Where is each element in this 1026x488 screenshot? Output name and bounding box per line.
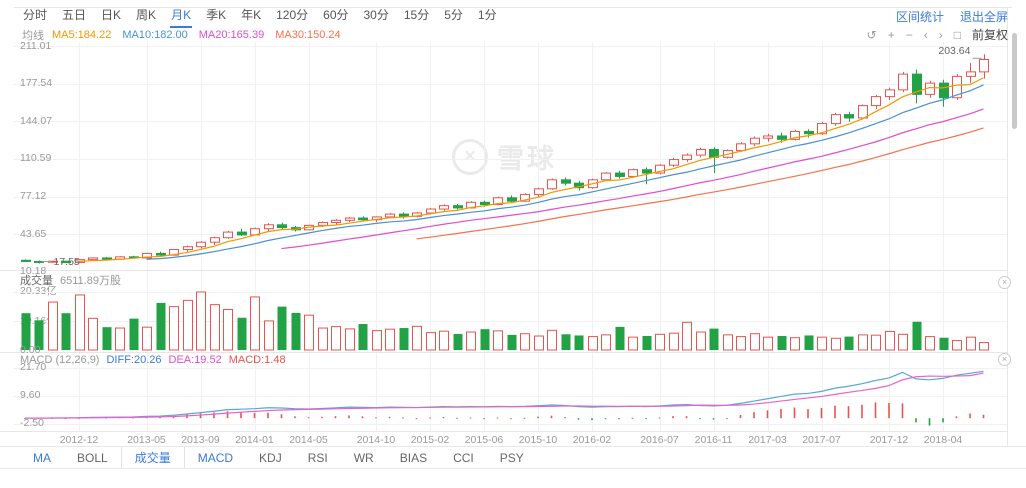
ma-legend-ma30: MA30:150.24: [275, 28, 341, 41]
indicator-divider: [120, 447, 122, 468]
screenshot-icon[interactable]: □: [953, 27, 961, 42]
ma-legend-ma10: MA10:182.00: [122, 28, 188, 41]
macd-params-label: MACD (12,26,9): [20, 354, 100, 366]
period-tab-日K[interactable]: 日K: [101, 8, 122, 22]
indicator-divider: [183, 447, 185, 468]
ma-legend-row: 均线 MA5:184.22 MA10:182.00 MA20:165.39 MA30:…: [22, 27, 1008, 42]
period-tabs: 分时 五日 日K 周K 月K 季K 年K 120分 60分 30分 15分 5分 1分: [22, 4, 498, 28]
indicator-tab-MA[interactable]: MA: [33, 450, 51, 465]
ma-values: MA5:184.22 MA10:182.00 MA20:165.39 MA30:150…: [52, 29, 341, 41]
pan-right-icon[interactable]: ›: [938, 27, 943, 42]
chart-controls: ↺ + − ‹ › □ 前复权: [867, 26, 1008, 43]
toolbar-links: 区间统计 退出全屏: [896, 8, 1008, 25]
ma-legend-ma20: MA20:165.39: [198, 28, 265, 41]
period-tab-30分[interactable]: 30分: [363, 8, 389, 22]
period-tab-5分[interactable]: 5分: [444, 8, 463, 22]
period-tab-周K[interactable]: 周K: [136, 8, 157, 22]
low-price-marker: 17.55: [53, 255, 80, 268]
period-tab-120分[interactable]: 120分: [276, 8, 309, 22]
adjust-mode-button[interactable]: 前复权: [971, 28, 1008, 42]
indicator-tab-RSI[interactable]: RSI: [307, 450, 328, 465]
period-tab-月K[interactable]: 月K: [170, 4, 193, 28]
period-toolbar: 分时 五日 日K 周K 月K 季K 年K 120分 60分 30分 15分 5分 1分 区间统计 退出全…: [22, 4, 1008, 28]
indicator-tab-WR[interactable]: WR: [353, 450, 374, 465]
volume-pane-title: 成交量 6511.89万股: [20, 272, 121, 288]
close-macd-pane-button[interactable]: ×: [998, 353, 1011, 366]
indicator-tab-PSY[interactable]: PSY: [499, 450, 524, 465]
period-tab-五日[interactable]: 五日: [62, 8, 87, 22]
macd-dea-value: DEA:19.52: [168, 354, 222, 366]
pan-left-icon[interactable]: ‹: [923, 27, 928, 42]
macd-diff-value: DIFF:20.26: [106, 354, 162, 366]
range-statistics-link[interactable]: 区间统计: [895, 9, 944, 24]
indicator-selector-bar: MA BOLL 成交量 MACD KDJ RSI WR BIAS CCI PSY: [0, 446, 1026, 469]
indicator-tab-MACD[interactable]: MACD: [197, 450, 234, 465]
volume-value: 6511.89万股: [60, 275, 121, 287]
period-tab-年K[interactable]: 年K: [241, 8, 262, 22]
high-price-marker: 203.64: [938, 45, 971, 58]
scrollbar-thumb[interactable]: [1012, 33, 1017, 129]
indicator-tab-成交量[interactable]: 成交量: [134, 451, 171, 465]
zoom-out-icon[interactable]: −: [905, 27, 913, 42]
close-volume-pane-button[interactable]: ×: [998, 276, 1011, 289]
exit-fullscreen-link[interactable]: 退出全屏: [959, 9, 1008, 24]
period-tab-1分[interactable]: 1分: [477, 8, 497, 22]
period-tab-分时[interactable]: 分时: [23, 8, 48, 22]
indicator-tab-KDJ[interactable]: KDJ: [259, 450, 282, 465]
period-tab-季K[interactable]: 季K: [206, 8, 227, 22]
restore-icon[interactable]: ↺: [866, 27, 877, 42]
period-tab-15分[interactable]: 15分: [403, 8, 430, 22]
macd-bar-value: MACD:1.48: [228, 354, 286, 366]
macd-pane-title: MACD (12,26,9) DIFF:20.26 DEA:19.52 MACD…: [20, 354, 286, 366]
period-tab-60分[interactable]: 60分: [323, 8, 349, 22]
volume-label: 成交量: [20, 275, 53, 287]
zoom-in-icon[interactable]: +: [887, 27, 895, 42]
indicator-tab-CCI[interactable]: CCI: [453, 450, 474, 465]
indicator-tab-BOLL[interactable]: BOLL: [77, 450, 108, 465]
ma-legend-title: 均线: [22, 29, 44, 42]
indicator-tab-BIAS[interactable]: BIAS: [399, 450, 428, 465]
ma-legend-ma5: MA5:184.22: [52, 28, 112, 41]
